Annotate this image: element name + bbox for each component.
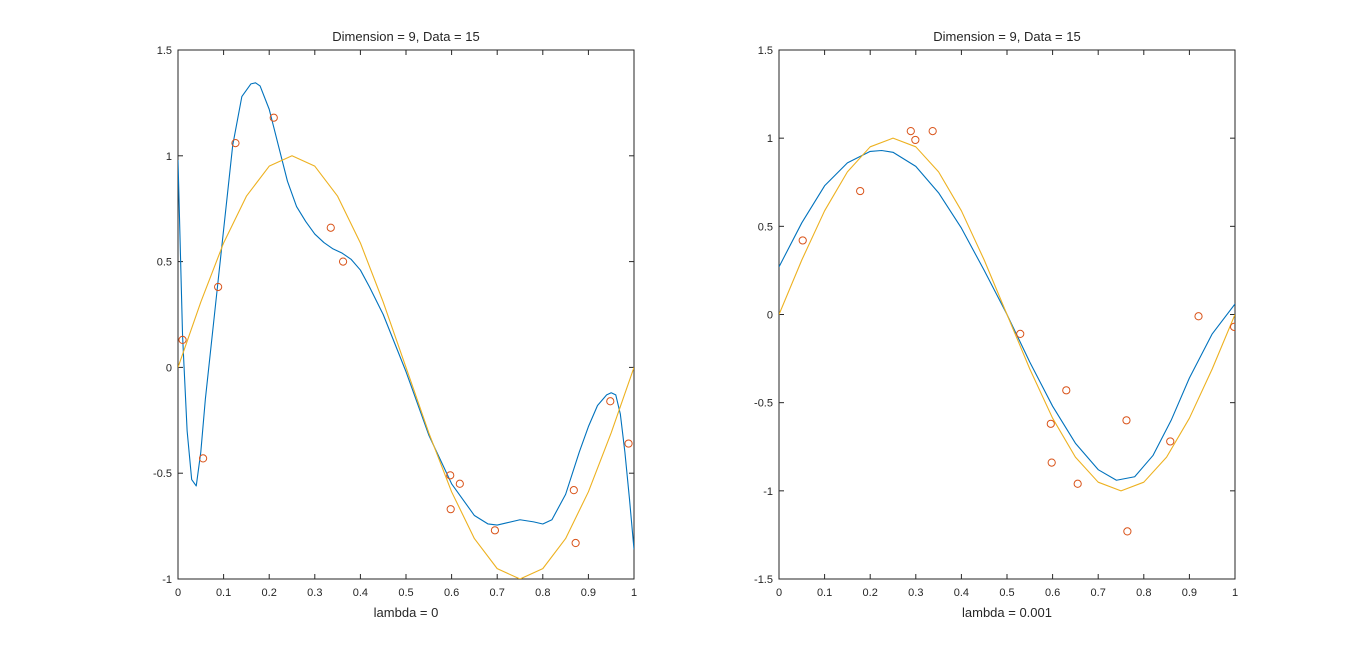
y-tick-label: 1.5 <box>157 45 172 57</box>
data-point <box>338 257 348 266</box>
data-point <box>798 236 807 245</box>
y-tick-label: -1 <box>763 486 773 498</box>
y-tick-label: -1.5 <box>754 574 773 586</box>
axes-right: 0 0.1 0.2 0.3 0.4 0.5 0.6 0.7 0.8 0.9 1 -1.5 -1 -0.5 0… <box>754 29 1238 620</box>
y-tick-label: -0.5 <box>153 468 172 480</box>
x-tick-label: 0.3 <box>908 587 923 599</box>
data-point <box>571 538 580 548</box>
chart-title: Dimension = 9, Data = 15 <box>933 29 1080 44</box>
x-tick-label: 0.8 <box>535 587 550 599</box>
data-point <box>269 113 278 122</box>
data-point <box>1016 329 1025 338</box>
plot-area <box>779 127 1235 536</box>
y-tick-label: 0.5 <box>758 221 773 233</box>
x-tick-label: 0.3 <box>307 587 322 599</box>
x-tick-label: 0.1 <box>216 587 231 599</box>
data-point <box>1122 416 1131 425</box>
true-sine-curve <box>779 137 1235 492</box>
y-tick-label: 1.5 <box>758 45 773 57</box>
data-point <box>1062 386 1071 395</box>
x-tick-label: 0 <box>175 587 181 599</box>
data-point <box>569 486 578 495</box>
y-tick-label: 0.5 <box>157 257 172 269</box>
y-tick-label: 1 <box>767 133 773 145</box>
true-sine-curve <box>178 155 634 579</box>
x-tick-label: 1 <box>631 587 637 599</box>
data-point <box>856 186 865 196</box>
x-tick-label: 0.4 <box>954 587 969 599</box>
y-tick-label: -1 <box>162 574 172 586</box>
x-tick-label: 0.7 <box>490 587 505 599</box>
x-axis-label: lambda = 0 <box>374 605 439 620</box>
data-point <box>1047 458 1056 467</box>
plot-area <box>178 82 634 579</box>
x-tick-label: 0.6 <box>444 587 459 599</box>
y-tick-label: 0 <box>166 362 172 374</box>
data-point <box>624 439 633 448</box>
x-tick-label: 0.2 <box>262 587 277 599</box>
data-point <box>1073 479 1082 488</box>
data-point <box>198 454 208 463</box>
x-tick-label: 0.1 <box>817 587 832 599</box>
axes-left: 0 0.1 0.2 0.3 0.4 0.5 0.6 0.7 0.8 0.9 1 -1 -0.5 0 0.5 1… <box>153 29 637 620</box>
x-tick-label: 0.9 <box>581 587 596 599</box>
data-point <box>1194 312 1203 321</box>
x-axis-label: lambda = 0.001 <box>962 605 1052 620</box>
x-tick-label: 1 <box>1232 587 1238 599</box>
x-tick-label: 0.4 <box>353 587 368 599</box>
data-point <box>1123 527 1132 536</box>
y-tick-label: 0 <box>767 310 773 322</box>
data-point <box>455 479 464 488</box>
data-point <box>490 526 500 535</box>
y-tick-label: 1 <box>166 151 172 163</box>
data-point <box>214 282 223 292</box>
chart-title: Dimension = 9, Data = 15 <box>332 29 479 44</box>
x-tick-label: 0.6 <box>1045 587 1060 599</box>
data-point <box>1229 322 1235 331</box>
x-tick-label: 0.8 <box>1136 587 1151 599</box>
x-tick-label: 0.7 <box>1091 587 1106 599</box>
x-tick-label: 0 <box>776 587 782 599</box>
fitted-curve <box>178 82 634 550</box>
data-point <box>446 471 455 480</box>
y-tick-label: -0.5 <box>754 398 773 410</box>
data-point <box>606 397 615 406</box>
x-tick-label: 0.5 <box>999 587 1014 599</box>
axes-box <box>177 49 635 580</box>
data-point <box>928 127 937 136</box>
data-point <box>1046 419 1055 428</box>
data-point <box>178 335 187 344</box>
x-tick-label: 0.2 <box>863 587 878 599</box>
data-point <box>446 505 455 514</box>
data-point <box>1166 437 1175 446</box>
data-point <box>911 135 920 145</box>
data-point <box>326 223 335 232</box>
x-tick-label: 0.5 <box>398 587 413 599</box>
data-point <box>231 139 240 148</box>
x-tick-label: 0.9 <box>1182 587 1197 599</box>
data-point <box>906 127 915 136</box>
